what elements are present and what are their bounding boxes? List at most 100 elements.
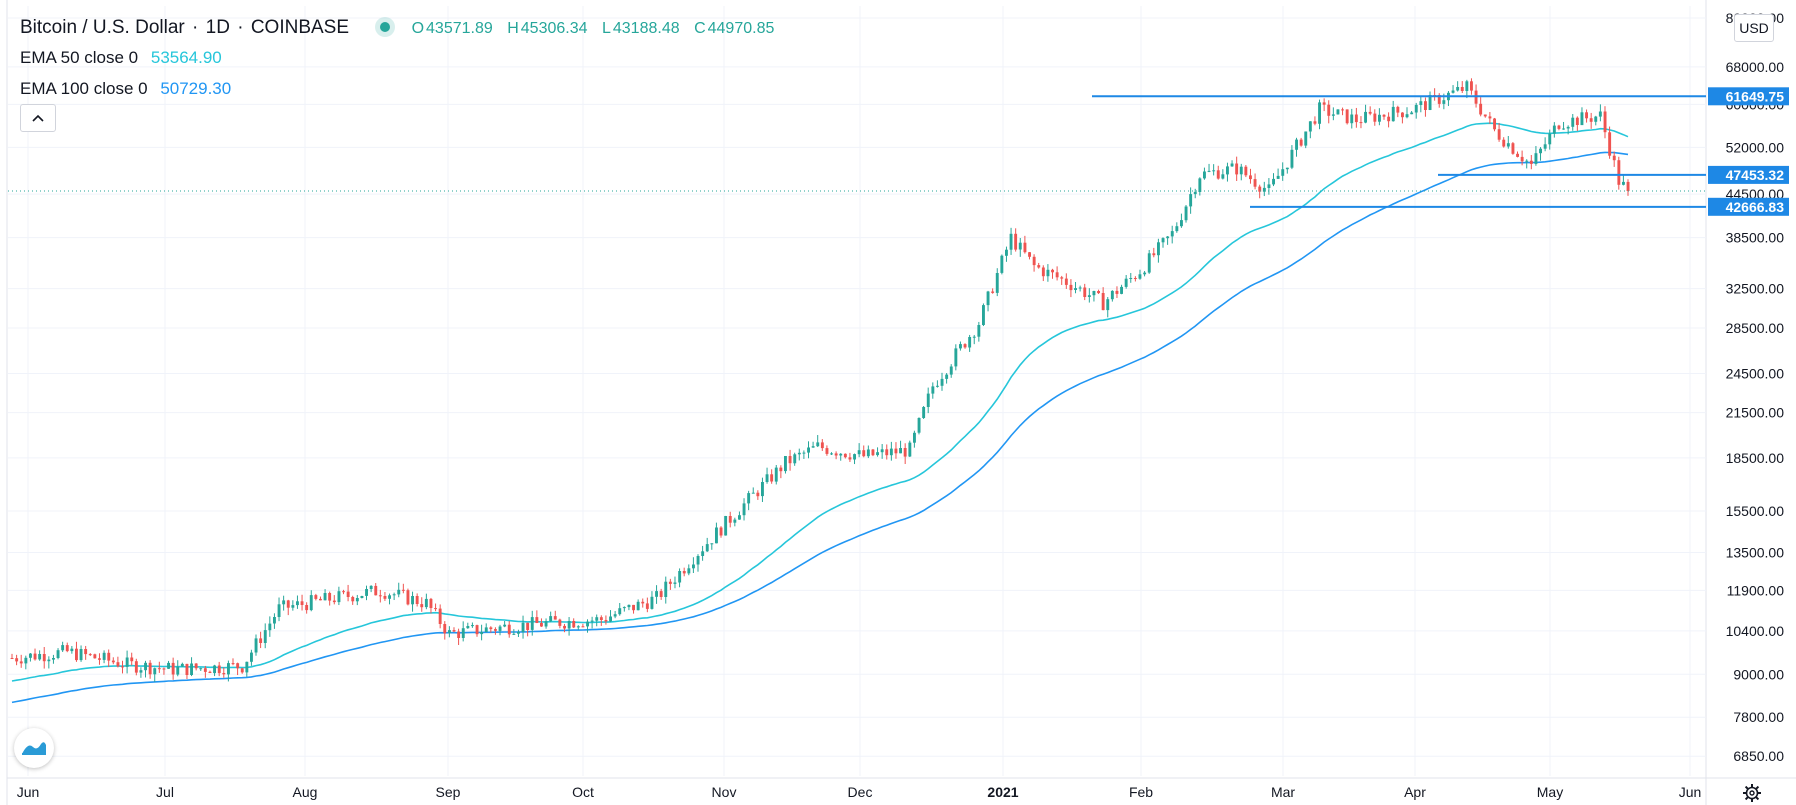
horizontal-levels[interactable] [1092,95,1706,208]
indicator-value: 53564.90 [150,48,222,67]
candle [199,667,203,671]
ohlc-values: O 43571.89 H 45306.34 L 43188.48 C 44970.85 [412,20,777,37]
candle [383,592,387,601]
candle [1566,125,1570,135]
tradingview-logo-button[interactable] [14,728,54,768]
candle [1548,129,1552,150]
candle [1235,156,1239,181]
collapse-indicators-button[interactable] [20,104,56,132]
y-tick-label: 13500.00 [1726,545,1785,561]
candle [452,627,456,633]
candle [982,303,985,327]
candle [102,650,106,664]
candle [1262,181,1266,197]
candle [1612,151,1616,167]
candle [1313,116,1317,126]
candle [24,655,28,670]
candle [848,452,852,462]
y-tick-label: 7800.00 [1733,709,1784,725]
candle [360,595,364,599]
candle [1281,162,1285,181]
market-status-icon [380,21,391,32]
y-tick-label: 32500.00 [1726,281,1785,297]
candle [1622,175,1625,186]
candle [696,554,700,572]
candle [1354,107,1358,128]
candle [1157,238,1160,263]
indicator-ema-100[interactable]: EMA 100 close 0 50729.30 [20,79,231,99]
candle [765,467,769,484]
candle [558,618,562,629]
candle [1382,114,1386,120]
price-axis[interactable]: 80000.0068000.0060000.0052000.0044500.00… [1708,10,1789,764]
candle [586,619,589,633]
candle [185,663,189,680]
candle [995,268,999,297]
candle [1175,222,1179,233]
level-price-tag[interactable]: 61649.75 [1708,87,1789,106]
candle [636,599,640,611]
candle [784,456,787,474]
candle [742,498,746,521]
chart-settings-button[interactable] [1741,782,1763,804]
candle [1318,99,1321,130]
candle [549,611,553,623]
level-price-tag[interactable]: 42666.83 [1708,197,1789,216]
candle [346,584,350,602]
y-tick-label: 10400.00 [1726,623,1785,639]
candle [830,452,833,456]
candle [448,626,451,638]
candle [1585,109,1588,123]
candle [42,647,46,669]
candle [1447,91,1450,107]
candle [1258,184,1262,199]
candle [1543,137,1547,152]
candle [424,593,428,610]
candle [1143,270,1147,277]
x-tick-label: Dec [848,784,873,800]
candle [1230,160,1234,167]
y-tick-label: 6850.00 [1733,748,1784,764]
candle [1018,237,1022,257]
candle [305,602,309,614]
x-tick-label: May [1537,784,1563,800]
candle [286,599,290,616]
candle [834,451,838,460]
y-tick-label: 21500.00 [1726,405,1785,421]
candle [1368,106,1372,116]
level-price-tag[interactable]: 47453.32 [1708,165,1789,184]
candle [609,610,612,623]
candle [1534,146,1538,166]
currency-button[interactable]: USD [1734,14,1774,42]
indicator-ema-50[interactable]: EMA 50 close 0 53564.90 [20,48,222,68]
candle [1051,268,1054,279]
candle [1331,107,1335,121]
time-axis[interactable]: Jun Jul Aug Sep Oct Nov Dec 2021 Feb Mar Apr May Jun [17,784,1702,800]
symbol-name[interactable]: Bitcoin / U.S. Dollar [20,17,185,38]
candle [130,652,134,666]
candle [954,344,958,371]
candle [1138,269,1142,280]
candle [1133,276,1137,282]
candle [328,591,332,606]
interval-label[interactable]: 1D [205,17,230,38]
candle [484,623,488,633]
candle [1272,173,1275,187]
candle [254,634,258,656]
candle [250,649,253,666]
candle [65,642,69,653]
candle [1060,275,1064,285]
candle [1249,168,1252,184]
open-label: O [411,20,425,37]
candle [498,624,502,636]
candle [397,582,401,598]
x-tick-label: 2021 [987,784,1018,800]
candle [1405,107,1409,119]
candle [429,597,433,614]
candle [337,586,341,606]
open-value: 43571.89 [426,20,493,37]
candle [1115,286,1119,299]
price-grid [8,6,1706,776]
y-tick-label: 11900.00 [1727,582,1785,598]
